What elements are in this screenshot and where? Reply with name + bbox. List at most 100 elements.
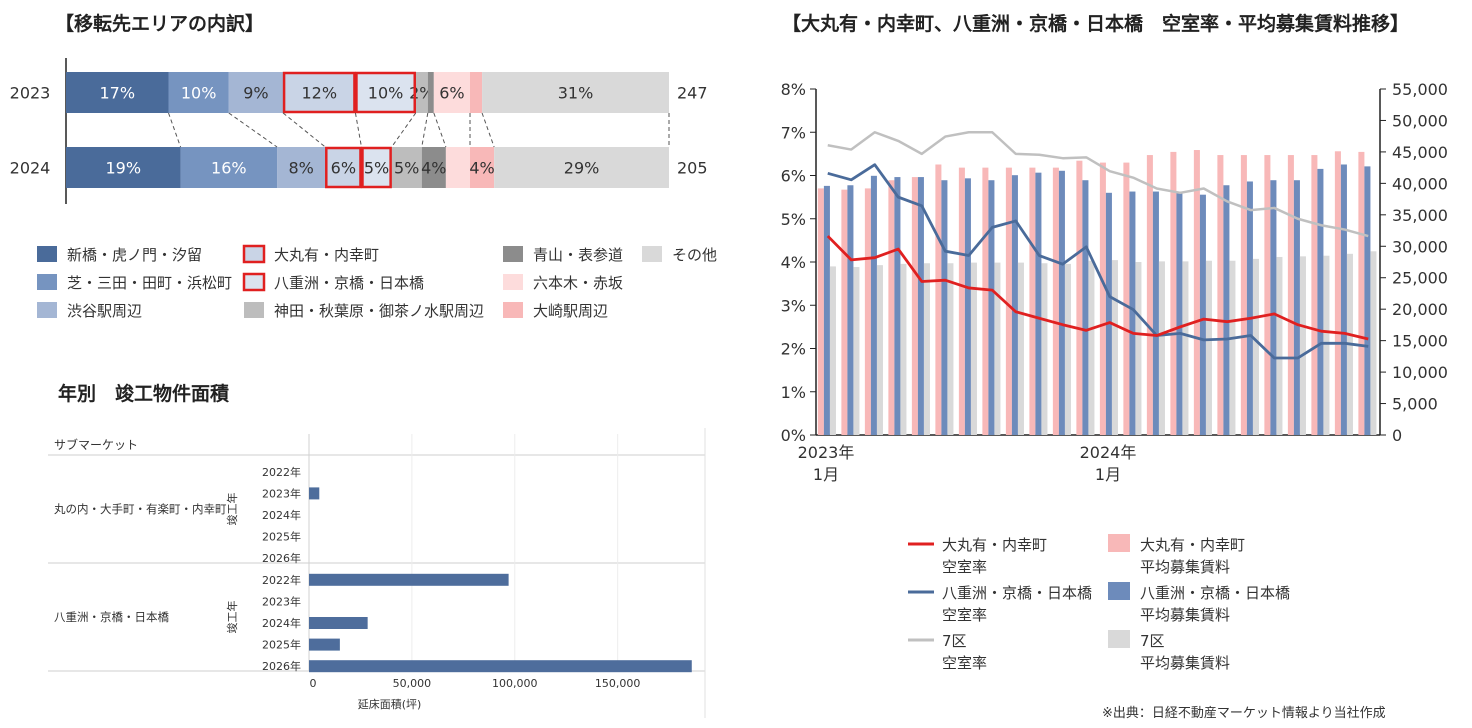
rent-bar (982, 167, 989, 435)
rent-bar (1205, 260, 1212, 435)
rent-bar (1193, 150, 1200, 435)
rent-bar (1223, 185, 1230, 435)
legend-label: 平均募集賃料 (1140, 654, 1230, 672)
segment-connector (354, 112, 362, 148)
right-tick-label: 40,000 (1392, 174, 1448, 193)
right-tick-label: 10,000 (1392, 363, 1448, 382)
legend-bar-swatch (1108, 534, 1130, 552)
legend-label: 大丸有・内幸町 (1140, 536, 1245, 554)
rent-bar (1082, 180, 1089, 435)
rent-bar (864, 188, 871, 435)
rent-bar (900, 263, 907, 435)
area-bar (309, 638, 340, 651)
group-name: 八重洲・京橋・日本橋 (54, 610, 169, 624)
year-category-label: 2025年 (262, 638, 301, 652)
right-tick-label: 15,000 (1392, 332, 1448, 351)
legend-label: 7区 (942, 632, 967, 650)
segment-connector (282, 112, 326, 148)
year-label: 2024 (10, 159, 51, 178)
rent-bar (1252, 258, 1259, 435)
trend-combo-chart: 0% 1% 2% 3% 4% 5% 6% 7% 8% 0 5,000 10,000 15,000 20,0… (781, 80, 1448, 484)
segment-label: 17% (99, 84, 135, 103)
legend-label: 空室率 (942, 654, 987, 672)
rent-bar (1041, 263, 1048, 435)
rent-bar (876, 265, 883, 435)
left-tick-label: 8% (781, 80, 806, 99)
rent-bar (1058, 170, 1065, 436)
rent-bar (870, 175, 877, 435)
rent-bar (1146, 155, 1153, 435)
left-tick-label: 1% (781, 383, 806, 402)
legend-label: 新橋・虎ノ門・汐留 (67, 246, 202, 264)
right-tick-label: 55,000 (1392, 80, 1448, 99)
rent-bar (911, 177, 918, 435)
rent-bar (1358, 151, 1365, 435)
segment-label: 6% (439, 84, 464, 103)
year-category-label: 2023年 (262, 594, 301, 608)
year-category-label: 2022年 (262, 465, 301, 479)
rent-bar (935, 164, 942, 435)
rent-bar (1370, 251, 1377, 435)
legend-swatch (503, 274, 523, 290)
year-category-label: 2023年 (262, 486, 301, 500)
rent-bar (994, 262, 1001, 435)
rent-bar (894, 177, 901, 435)
rent-bar (1123, 162, 1130, 435)
right-tick-label: 30,000 (1392, 237, 1448, 256)
stacked-segment (228, 72, 284, 113)
stacked-segment (470, 147, 495, 188)
rent-bar (1270, 180, 1277, 435)
stacked-segment (355, 72, 416, 113)
legend-label: 空室率 (942, 606, 987, 624)
year-category-label: 2026年 (262, 659, 301, 673)
left-tick-label: 2% (781, 340, 806, 359)
group-header: サブマーケット (54, 437, 138, 452)
legend-label: 八重洲・京橋・日本橋 (1140, 584, 1290, 602)
rent-bar (823, 185, 830, 435)
segment-label: 4% (421, 159, 446, 178)
rent-bar (958, 167, 965, 435)
rent-bar (1052, 167, 1059, 435)
right-tick-label: 20,000 (1392, 300, 1448, 319)
rent-bar (1364, 166, 1371, 435)
stacked-segment (66, 72, 169, 113)
rent-bar (1299, 256, 1306, 435)
stacked-segment (277, 147, 326, 188)
vacancy-line (826, 235, 1369, 341)
legend-label: 空室率 (942, 558, 987, 576)
rent-bar (1240, 155, 1247, 435)
x-tick-label: 2024年 (1080, 443, 1137, 462)
right-tick-label: 5,000 (1392, 395, 1438, 414)
rent-bar (1264, 155, 1271, 435)
legend-label: 平均募集賃料 (1140, 558, 1230, 576)
legend-label: 八重洲・京橋・日本橋 (942, 584, 1092, 602)
legend-bar-swatch (1108, 582, 1130, 600)
stacked-segment (433, 72, 471, 113)
legend-swatch (242, 272, 266, 292)
rent-bar (1135, 262, 1142, 435)
year-category-label: 2022年 (262, 573, 301, 587)
rent-bar (829, 266, 836, 435)
legend-label: 7区 (1140, 632, 1165, 650)
rent-bar (1229, 260, 1236, 435)
x-tick-label: 100,000 (492, 677, 538, 690)
segment-label: 5% (394, 159, 419, 178)
vacancy-line (827, 131, 1369, 238)
highlight-box (282, 71, 356, 114)
rent-bar (1323, 255, 1330, 435)
x-tick-label: 0 (310, 677, 317, 690)
segment-label: 10% (368, 84, 404, 103)
x-tick-label: 2023年 (798, 443, 855, 462)
segment-connector (421, 112, 429, 148)
rent-bar (1099, 162, 1106, 435)
rent-bar (1217, 155, 1224, 435)
rent-bar (1017, 262, 1024, 435)
stacked-segment (283, 72, 356, 113)
legend-swatch (244, 302, 264, 318)
left-tick-label: 6% (781, 167, 806, 186)
rent-bar (923, 263, 930, 435)
breakdown-chart-title: 【移転先エリアの内訳】 (55, 13, 265, 35)
legend-swatch (642, 246, 662, 262)
row-total-label: 247 (677, 84, 708, 103)
